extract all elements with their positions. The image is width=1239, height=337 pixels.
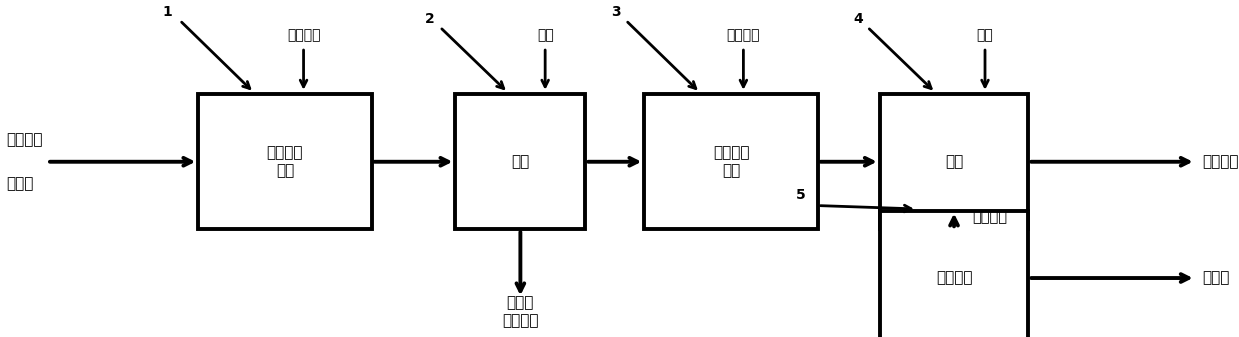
Text: 含钴富液: 含钴富液 — [973, 209, 1007, 224]
Text: 反萃: 反萃 — [512, 154, 529, 169]
Text: 硫酸: 硫酸 — [536, 28, 554, 42]
Text: 电解沉积: 电解沉积 — [935, 271, 973, 285]
Text: P507-C272: P507-C272 — [701, 0, 786, 2]
Text: 1: 1 — [162, 5, 172, 19]
Text: HAc-NaAc: HAc-NaAc — [947, 0, 1023, 2]
Text: 萃淋树脂: 萃淋树脂 — [726, 28, 761, 42]
FancyBboxPatch shape — [880, 94, 1028, 229]
Text: 硫酸: 硫酸 — [976, 28, 994, 42]
FancyBboxPatch shape — [198, 94, 372, 229]
Text: 萃淋树脂
提纯: 萃淋树脂 提纯 — [712, 146, 750, 178]
Text: 镍钴生物: 镍钴生物 — [6, 132, 42, 147]
Text: 协萃体系: 协萃体系 — [286, 28, 321, 42]
Text: 浸出液: 浸出液 — [6, 176, 33, 191]
Text: Ver10-C301: Ver10-C301 — [258, 0, 349, 2]
Text: 含镍富液: 含镍富液 — [1202, 154, 1238, 169]
Text: 萃余液
返回矿堆: 萃余液 返回矿堆 — [502, 296, 539, 328]
Text: 阴极钴: 阴极钴 — [1202, 271, 1229, 285]
Text: 2: 2 — [425, 11, 435, 26]
Text: 4: 4 — [854, 11, 864, 26]
FancyBboxPatch shape — [880, 211, 1028, 337]
FancyBboxPatch shape — [644, 94, 818, 229]
Text: 协萃净化
除杂: 协萃净化 除杂 — [266, 146, 304, 178]
FancyBboxPatch shape — [456, 94, 585, 229]
Text: 3: 3 — [611, 5, 621, 19]
Text: 淋洗: 淋洗 — [945, 154, 963, 169]
Text: 5: 5 — [795, 188, 805, 203]
